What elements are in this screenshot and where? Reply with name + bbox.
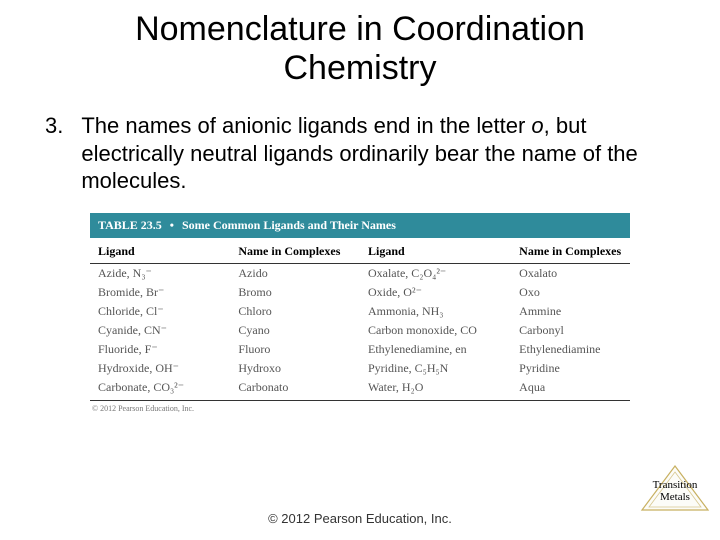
table-cell: Carbon monoxide, CO <box>360 321 511 340</box>
table-cell: Ethylenediamine <box>511 340 630 359</box>
list-number: 3. <box>45 112 63 140</box>
body-text: The names of anionic ligands end in the … <box>81 112 675 195</box>
table-row: Chloride, Cl⁻ChloroAmmonia, NH₃Ammine <box>90 302 630 321</box>
page-title: Nomenclature in Coordination Chemistry <box>0 0 720 88</box>
col-ligand2: Ligand <box>360 238 511 264</box>
table-cell: Oxo <box>511 283 630 302</box>
table-cell: Bromide, Br⁻ <box>90 283 230 302</box>
footer-copyright: © 2012 Pearson Education, Inc. <box>0 511 720 526</box>
ligand-table: TABLE 23.5 • Some Common Ligands and The… <box>90 213 630 413</box>
table-row: Hydroxide, OH⁻HydroxoPyridine, C₅H₅NPyri… <box>90 359 630 378</box>
title-line-2: Chemistry <box>283 49 436 87</box>
table-header: TABLE 23.5 • Some Common Ligands and The… <box>90 213 630 238</box>
body-italic: o <box>531 113 543 138</box>
badge-line2: Metals <box>660 491 690 503</box>
body-pre: The names of anionic ligands end in the … <box>81 113 531 138</box>
table-header-title: Some Common Ligands and Their Names <box>182 218 396 232</box>
badge-line1: Transition <box>653 479 698 491</box>
table-cell: Chloride, Cl⁻ <box>90 302 230 321</box>
table-cell: Fluoride, F⁻ <box>90 340 230 359</box>
table-head-row: Ligand Name in Complexes Ligand Name in … <box>90 238 630 264</box>
table-cell: Chloro <box>230 302 360 321</box>
table-cell: Ethylenediamine, en <box>360 340 511 359</box>
table-cell: Hydroxide, OH⁻ <box>90 359 230 378</box>
table-row: Azide, N₃⁻AzidoOxalate, C₂O₄²⁻Oxalato <box>90 263 630 283</box>
table-cell: Carbonate, CO₃²⁻ <box>90 378 230 397</box>
table-cell: Azido <box>230 263 360 283</box>
table-cell: Azide, N₃⁻ <box>90 263 230 283</box>
table-cell: Pyridine, C₅H₅N <box>360 359 511 378</box>
table-cell: Oxalate, C₂O₄²⁻ <box>360 263 511 283</box>
title-line-1: Nomenclature in Coordination <box>135 10 585 48</box>
table-cell: Oxalato <box>511 263 630 283</box>
table-cell: Ammonia, NH₃ <box>360 302 511 321</box>
col-name2: Name in Complexes <box>511 238 630 264</box>
table-row: Cyanide, CN⁻CyanoCarbon monoxide, COCarb… <box>90 321 630 340</box>
table-header-dot: • <box>170 218 174 232</box>
table-body: Ligand Name in Complexes Ligand Name in … <box>90 238 630 397</box>
table-cell: Bromo <box>230 283 360 302</box>
table-cell: Water, H₂O <box>360 378 511 397</box>
badge-text: Transition Metals <box>640 480 710 503</box>
table-row: Carbonate, CO₃²⁻CarbonatoWater, H₂OAqua <box>90 378 630 397</box>
corner-badge: Transition Metals <box>640 464 710 512</box>
table-cell: Carbonyl <box>511 321 630 340</box>
table-row: Bromide, Br⁻BromoOxide, O²⁻Oxo <box>90 283 630 302</box>
table-cell: Cyanide, CN⁻ <box>90 321 230 340</box>
table-cell: Aqua <box>511 378 630 397</box>
table-cell: Hydroxo <box>230 359 360 378</box>
table-cell: Fluoro <box>230 340 360 359</box>
table-header-label: TABLE 23.5 <box>98 218 162 232</box>
table-cell: Pyridine <box>511 359 630 378</box>
col-ligand: Ligand <box>90 238 230 264</box>
table-cell: Carbonato <box>230 378 360 397</box>
table-cell: Oxide, O²⁻ <box>360 283 511 302</box>
table-row: Fluoride, F⁻FluoroEthylenediamine, enEth… <box>90 340 630 359</box>
table-cell: Cyano <box>230 321 360 340</box>
col-name: Name in Complexes <box>230 238 360 264</box>
body-paragraph: 3. The names of anionic ligands end in t… <box>0 88 720 195</box>
table-cell: Ammine <box>511 302 630 321</box>
table-small-copyright: © 2012 Pearson Education, Inc. <box>90 401 630 413</box>
